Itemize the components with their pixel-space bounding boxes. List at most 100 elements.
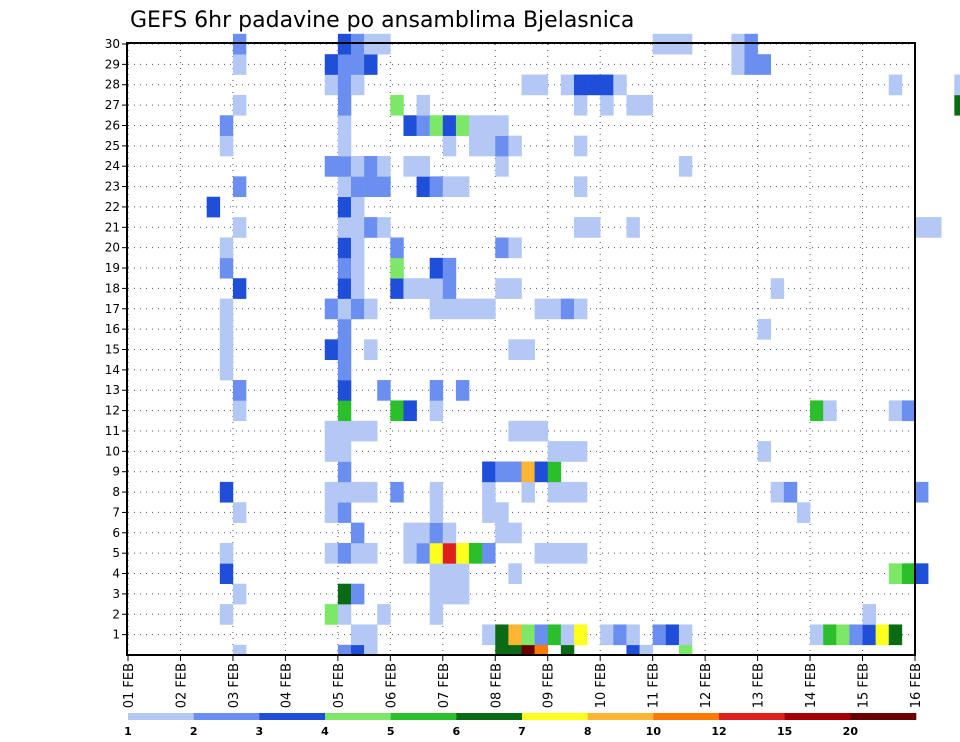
heatmap-cell bbox=[534, 542, 549, 564]
heatmap-cell bbox=[508, 278, 522, 299]
heatmap-cell bbox=[442, 135, 457, 157]
heatmap-cell bbox=[613, 624, 627, 646]
heatmap-cell bbox=[521, 74, 535, 96]
y-tick-label: 9 bbox=[112, 465, 120, 479]
heatmap-cell bbox=[429, 380, 444, 401]
legend-swatch bbox=[719, 713, 785, 720]
heatmap-cell bbox=[455, 542, 470, 564]
y-tick-label: 10 bbox=[105, 444, 120, 458]
heatmap-cell bbox=[324, 74, 339, 96]
heatmap-cell bbox=[862, 604, 876, 625]
heatmap-cell bbox=[337, 339, 352, 360]
heatmap-cell bbox=[219, 542, 234, 564]
heatmap-cell bbox=[547, 481, 562, 503]
heatmap-cell bbox=[915, 217, 929, 238]
y-tick-label: 2 bbox=[112, 607, 120, 621]
heatmap-cell bbox=[364, 217, 378, 238]
heatmap-cell bbox=[954, 94, 960, 116]
heatmap-cell bbox=[508, 644, 522, 656]
heatmap-cell bbox=[232, 217, 247, 238]
heatmap-cell bbox=[232, 583, 247, 605]
y-tick-label: 8 bbox=[112, 485, 120, 499]
y-tick-label: 25 bbox=[105, 139, 120, 153]
heatmap-cell bbox=[219, 115, 234, 136]
heatmap-cell bbox=[613, 74, 627, 96]
heatmap-cell bbox=[377, 380, 391, 401]
heatmap-cell bbox=[429, 563, 444, 585]
x-tick-label: 01 FEB bbox=[122, 663, 137, 708]
heatmap-cell bbox=[455, 563, 470, 585]
heatmap-cell bbox=[495, 644, 509, 656]
heatmap-cell bbox=[364, 33, 378, 55]
heatmap-cell bbox=[495, 135, 509, 157]
heatmap-cell bbox=[232, 33, 247, 55]
heatmap-cell bbox=[600, 624, 614, 646]
heatmap-cell bbox=[232, 94, 247, 116]
heatmap-cell bbox=[337, 542, 352, 564]
heatmap-cell bbox=[573, 542, 588, 564]
heatmap-cell bbox=[416, 542, 430, 564]
heatmap-cell bbox=[495, 237, 509, 259]
legend-swatch bbox=[784, 713, 851, 720]
heatmap-cell bbox=[403, 400, 417, 422]
heatmap-cell bbox=[521, 644, 535, 656]
heatmap-cell bbox=[469, 542, 483, 564]
heatmap-cell bbox=[429, 522, 444, 544]
heatmap-cell bbox=[350, 257, 365, 279]
heatmap-cell bbox=[337, 441, 352, 462]
heatmap-cell bbox=[324, 502, 339, 523]
heatmap-cell bbox=[731, 33, 745, 55]
heatmap-cell bbox=[442, 563, 457, 585]
heatmap-cell bbox=[429, 115, 444, 136]
heatmap-cell bbox=[219, 339, 234, 360]
heatmap-cells bbox=[206, 33, 960, 656]
heatmap-cell bbox=[429, 502, 444, 523]
heatmap-cell bbox=[337, 359, 352, 381]
heatmap-cell bbox=[416, 156, 430, 177]
heatmap-cell bbox=[547, 624, 562, 646]
heatmap-cell bbox=[232, 380, 247, 401]
x-tick-label: 04 FEB bbox=[279, 663, 294, 708]
heatmap-cell bbox=[744, 54, 758, 75]
legend-swatch bbox=[850, 713, 917, 720]
heatmap-cell bbox=[350, 54, 365, 75]
heatmap-cell bbox=[324, 54, 339, 75]
heatmap-cell bbox=[429, 604, 444, 625]
heatmap-cell bbox=[377, 156, 391, 177]
heatmap-cell bbox=[337, 217, 352, 238]
heatmap-cell bbox=[429, 176, 444, 198]
heatmap-cell bbox=[495, 156, 509, 177]
heatmap-cell bbox=[350, 33, 365, 55]
heatmap-cell bbox=[508, 522, 522, 544]
heatmap-cell bbox=[678, 33, 693, 55]
heatmap-cell bbox=[547, 542, 562, 564]
heatmap-cell bbox=[915, 563, 929, 585]
heatmap-cell bbox=[482, 542, 496, 564]
y-tick-label: 18 bbox=[105, 281, 120, 295]
heatmap-cell bbox=[350, 624, 365, 646]
heatmap-cell bbox=[390, 94, 404, 116]
heatmap-cell bbox=[626, 644, 640, 656]
heatmap-cell bbox=[469, 135, 483, 157]
heatmap-cell bbox=[324, 156, 339, 177]
heatmap-cell bbox=[573, 298, 588, 320]
x-tick-label: 09 FEB bbox=[542, 663, 557, 708]
heatmap-cell bbox=[836, 624, 850, 646]
x-tick-label: 08 FEB bbox=[489, 663, 504, 708]
chart-title: GEFS 6hr padavine po ansamblima Bjelasni… bbox=[130, 8, 634, 33]
x-tick-label: 02 FEB bbox=[174, 663, 189, 708]
heatmap-cell bbox=[390, 400, 404, 422]
heatmap-cell bbox=[495, 624, 509, 646]
heatmap-cell bbox=[547, 298, 562, 320]
heatmap-cell bbox=[219, 563, 234, 585]
y-tick-label: 5 bbox=[112, 546, 120, 560]
heatmap-cell bbox=[350, 278, 365, 299]
heatmap-cell bbox=[429, 257, 444, 279]
heatmap-cell bbox=[350, 298, 365, 320]
heatmap-cell bbox=[337, 278, 352, 299]
heatmap-cell bbox=[573, 176, 588, 198]
heatmap-cell bbox=[547, 441, 562, 462]
legend-swatch bbox=[325, 713, 391, 720]
heatmap-cell bbox=[442, 542, 457, 564]
heatmap-cell bbox=[337, 481, 352, 503]
